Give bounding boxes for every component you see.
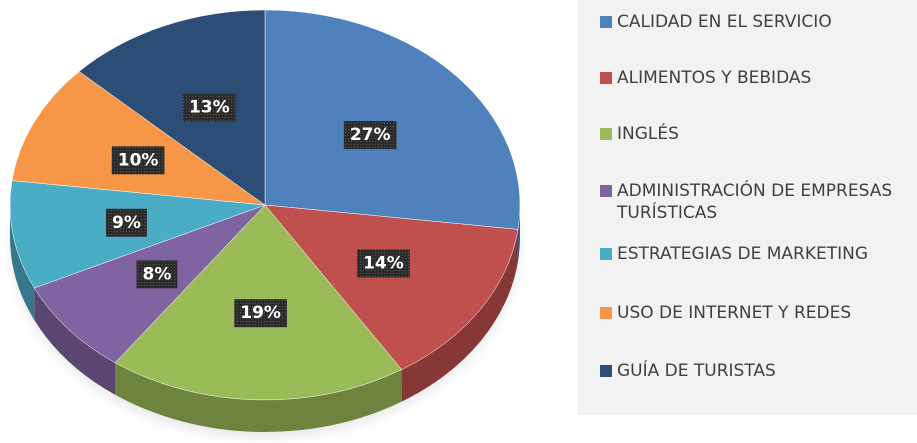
legend-item: GUÍA DE TURISTAS	[600, 360, 917, 382]
data-label: 19%	[240, 303, 281, 323]
pie-area: 27% 14% 19% 8% 9% 10% 13%	[3, 9, 527, 443]
legend-item: ALIMENTOS Y BEBIDAS	[600, 67, 917, 89]
data-label: 27%	[350, 125, 391, 145]
legend-swatch	[600, 72, 612, 84]
legend-swatch	[600, 307, 612, 319]
data-label-box	[136, 260, 178, 289]
legend-item: ESTRATEGIAS DE MARKETING	[600, 243, 917, 265]
data-label-box	[357, 249, 410, 278]
legend-item: ADMINISTRACIÓN DE EMPRESAS TURÍSTICAS	[600, 180, 917, 224]
data-label-box	[343, 121, 397, 150]
legend-item: USO DE INTERNET Y REDES	[600, 302, 917, 324]
data-label-box	[234, 299, 287, 328]
legend-label: INGLÉS	[617, 124, 679, 144]
legend-label: ADMINISTRACIÓN DE EMPRESAS TURÍSTICAS	[617, 181, 893, 223]
pie-side	[10, 205, 35, 321]
legend-swatch	[600, 185, 612, 197]
data-label-box	[182, 93, 236, 122]
data-label: 9%	[112, 213, 141, 233]
data-label: 8%	[142, 264, 171, 284]
data-label: 13%	[189, 98, 230, 118]
pie-side	[115, 362, 402, 432]
legend-label: USO DE INTERNET Y REDES	[617, 303, 852, 323]
pie-slice	[11, 71, 266, 206]
data-label: 10%	[118, 150, 159, 170]
pie-slice	[264, 204, 519, 370]
legend-swatch	[600, 365, 612, 377]
pie-side	[34, 288, 116, 395]
legend: CALIDAD EN EL SERVICIO ALIMENTOS Y BEBIDA…	[578, 0, 917, 415]
legend-swatch	[600, 16, 612, 28]
data-label-box	[106, 208, 147, 237]
legend-swatch	[600, 128, 612, 140]
legend-item: INGLÉS	[600, 123, 917, 145]
legend-swatch	[600, 248, 612, 260]
pie-slice	[264, 9, 521, 230]
data-label-box	[111, 146, 165, 175]
pie-side	[401, 229, 518, 402]
legend-label: ESTRATEGIAS DE MARKETING	[617, 244, 869, 264]
pie-slice	[78, 9, 266, 206]
legend-label: CALIDAD EN EL SERVICIO	[617, 12, 832, 32]
legend-label: GUÍA DE TURISTAS	[617, 361, 776, 381]
data-label: 14%	[363, 253, 404, 273]
legend-item: CALIDAD EN EL SERVICIO	[600, 11, 917, 33]
legend-label: ALIMENTOS Y BEBIDAS	[617, 68, 812, 88]
